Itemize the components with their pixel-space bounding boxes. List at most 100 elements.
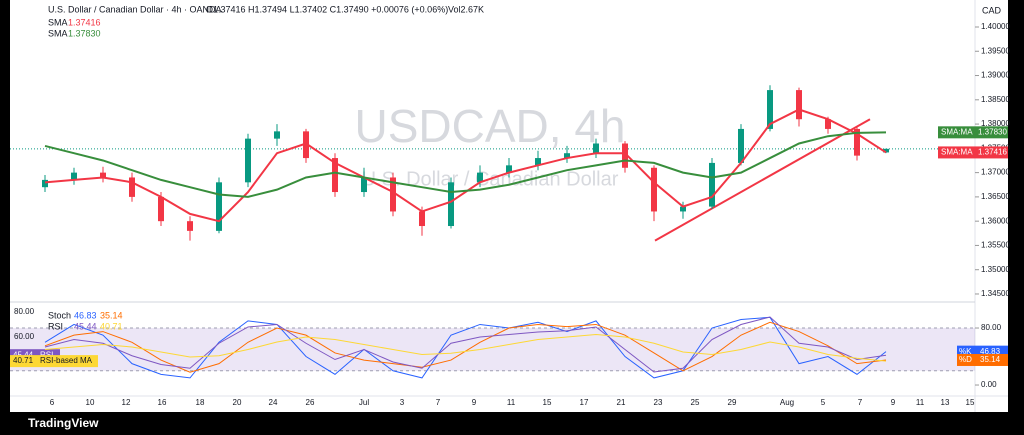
legend-title: RSI <box>48 321 63 331</box>
x-tick-label: 20 <box>233 398 242 407</box>
x-tick-label: Aug <box>780 398 794 407</box>
osc-line <box>44 333 887 362</box>
badge-name: %K <box>959 347 972 356</box>
sma-line <box>44 131 887 198</box>
x-tick-label: 9 <box>891 398 896 407</box>
candle-body <box>245 138 251 183</box>
ohlc: O1.37416 H1.37494 L1.37402 C1.37490 +0.0… <box>206 4 448 14</box>
y2-tick-label: 80.00 <box>981 323 1002 332</box>
candle-body <box>709 162 715 207</box>
osc-line <box>44 316 887 373</box>
x-tick-label: 18 <box>196 398 205 407</box>
x-tick-label: 24 <box>269 398 278 407</box>
y-tick-label: 1.34500 <box>981 289 1010 298</box>
x-tick-label: 6 <box>50 398 55 407</box>
legend-value: 1.37830 <box>68 28 101 38</box>
candle-body <box>535 158 541 166</box>
x-tick-label: 7 <box>858 398 863 407</box>
candle-body <box>651 167 657 212</box>
x-tick-label: 11 <box>916 398 925 407</box>
x-tick-label: 29 <box>728 398 737 407</box>
x-tick-label: 21 <box>617 398 626 407</box>
x-tick-label: 15 <box>966 398 975 407</box>
branding: TradingView <box>28 416 99 430</box>
x-tick-label: 11 <box>507 398 516 407</box>
badge-name: RSI <box>40 350 53 359</box>
badge-bg <box>938 146 976 159</box>
y-tick-label: 1.35000 <box>981 265 1010 274</box>
badge-value: 46.83 <box>980 347 1001 356</box>
x-tick-label: Jul <box>359 398 369 407</box>
candle-body <box>332 158 338 193</box>
y-tick-label: 1.36000 <box>981 216 1010 225</box>
badge-name: RSI-based MA <box>40 356 93 365</box>
badge-bg <box>938 126 976 139</box>
candle-body <box>274 131 280 139</box>
y-tick-label: 1.40000 <box>981 22 1010 31</box>
badge-value-bg <box>976 146 1008 159</box>
x-tick-label: 10 <box>86 398 95 407</box>
legend-name: SMA <box>48 28 68 38</box>
legend-value: 1.37416 <box>68 17 101 27</box>
y-tick-label: 1.37000 <box>981 168 1010 177</box>
legend-value: 40.71 <box>100 321 123 331</box>
x-tick-label: 15 <box>543 398 552 407</box>
legend-value: 35.14 <box>100 310 123 320</box>
legend-name: SMA <box>48 17 68 27</box>
badge-value: 35.14 <box>980 355 1001 364</box>
candle-body <box>100 172 106 178</box>
candle-body <box>593 143 599 154</box>
x-tick-label: 25 <box>691 398 700 407</box>
x-tick-label: 17 <box>580 398 589 407</box>
y-tick-label: 1.38500 <box>981 95 1010 104</box>
osc-line <box>44 316 887 379</box>
y-tick-label: 1.35500 <box>981 241 1010 250</box>
watermark-title: USDCAD, 4h <box>355 100 626 152</box>
x-tick-label: 13 <box>941 398 950 407</box>
x-tick-label: 16 <box>158 398 167 407</box>
candle-body <box>216 182 222 231</box>
candle-body <box>680 206 686 212</box>
y-tick-label: 1.39500 <box>981 46 1010 55</box>
candle-body <box>187 221 193 231</box>
candle-body <box>129 177 135 197</box>
x-tick-label: 23 <box>654 398 663 407</box>
y-tick-label: 1.38000 <box>981 119 1010 128</box>
candle-body <box>477 172 483 183</box>
candle-body <box>361 177 367 193</box>
candle-body <box>738 128 744 163</box>
stoch-band <box>10 328 975 371</box>
candle-body <box>825 119 831 129</box>
y-tick-label: 60.00 <box>14 332 35 341</box>
trendline <box>654 118 871 242</box>
y-tick-label: 1.36500 <box>981 192 1010 201</box>
x-tick-label: 12 <box>122 398 131 407</box>
candle-body <box>796 90 802 120</box>
legend-value: 45.44 <box>74 321 97 331</box>
badge-value: 1.37830 <box>978 127 1007 136</box>
x-tick-label: 3 <box>400 398 405 407</box>
candle-body <box>767 90 773 129</box>
x-tick-label: 7 <box>436 398 441 407</box>
candle-body <box>158 196 164 222</box>
candle-body <box>622 143 628 168</box>
y2-tick-label: 0.00 <box>981 380 997 389</box>
volume: Vol2.67K <box>448 4 484 14</box>
badge-name: SMA:MA <box>941 148 973 157</box>
legend-value: 46.83 <box>74 310 97 320</box>
candle-body <box>448 182 454 227</box>
badge-value: 40.71 <box>13 356 34 365</box>
legend-title: Stoch <box>48 310 71 320</box>
badge-value: 45.44 <box>13 350 34 359</box>
y-tick-label: 1.39000 <box>981 71 1010 80</box>
candle-body <box>390 177 396 212</box>
badge-bg <box>957 353 1008 366</box>
candle-body <box>506 165 512 173</box>
candle-body <box>71 172 77 180</box>
symbol: U.S. Dollar / Canadian Dollar · 4h · OAN… <box>48 4 222 14</box>
y-tick-label: 80.00 <box>14 307 35 316</box>
badge-value: 1.37416 <box>978 148 1007 157</box>
badge-name: %D <box>959 355 972 364</box>
